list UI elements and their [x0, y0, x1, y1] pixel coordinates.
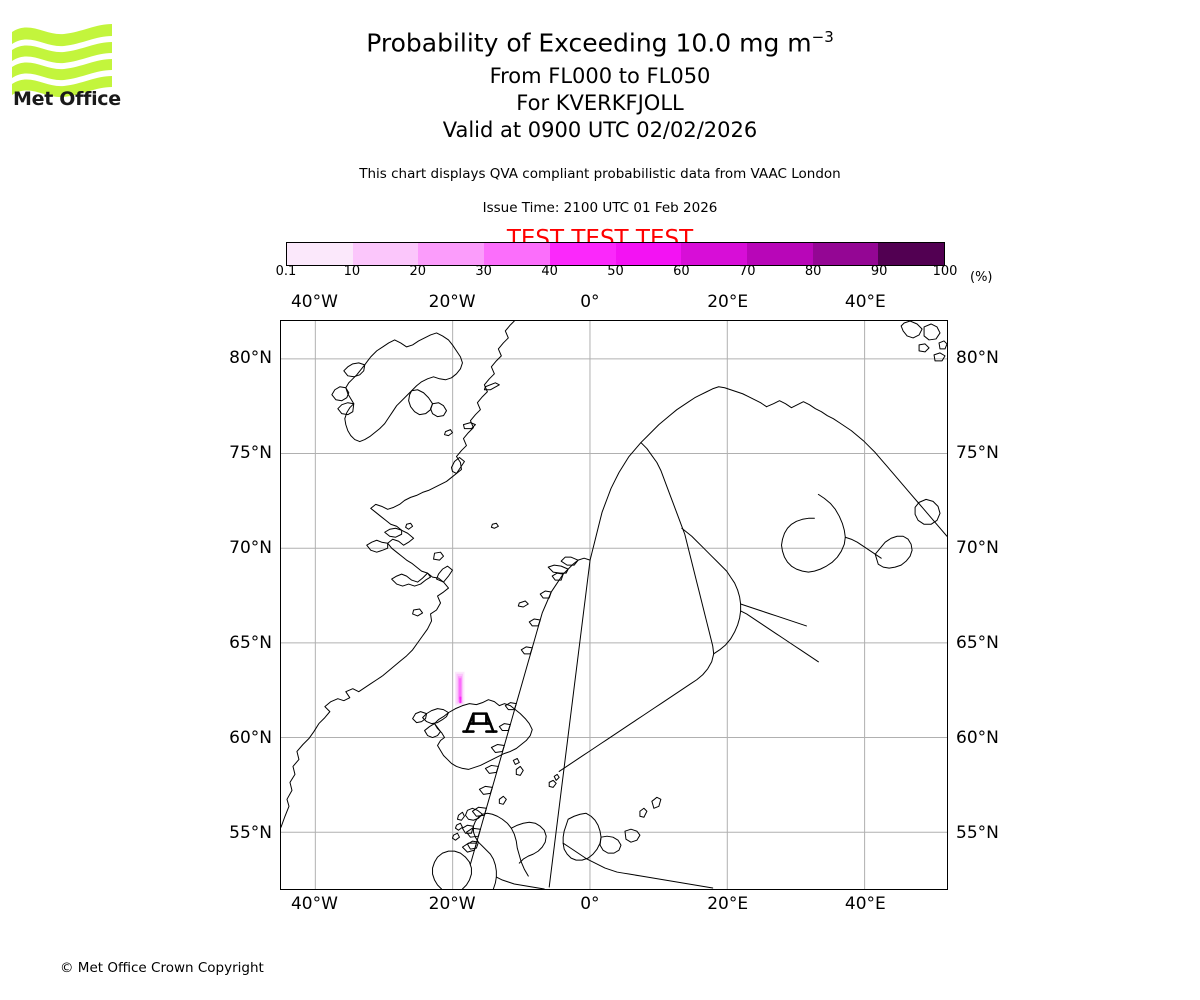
lon-label-bottom-0: 40°W: [290, 894, 338, 914]
lat-label-right-3: 65°N: [956, 633, 999, 653]
page-title-exponent: −3: [811, 28, 834, 46]
probability-colorbar: [286, 242, 945, 266]
colorbar-segment-2: [418, 243, 485, 265]
map-panel[interactable]: [280, 320, 948, 890]
map-canvas: [281, 321, 947, 889]
lat-label-right-2: 70°N: [956, 538, 999, 558]
chart-title-block: Probability of Exceeding 10.0 mg m−3 Fro…: [0, 0, 1200, 253]
ash-probability-plume: [454, 671, 465, 706]
lat-label-left-0: 80°N: [229, 348, 272, 368]
lat-label-right-4: 60°N: [956, 728, 999, 748]
lat-label-left-2: 70°N: [229, 538, 272, 558]
lat-label-left-1: 75°N: [229, 443, 272, 463]
lon-label-bottom-2: 0°: [580, 894, 600, 914]
copyright-notice: © Met Office Crown Copyright: [60, 960, 264, 976]
lon-label-top-3: 20°E: [707, 292, 749, 312]
coastlines: [281, 321, 947, 889]
met-office-logo-text: Met Office: [13, 88, 121, 110]
qva-note-line: This chart displays QVA compliant probab…: [359, 166, 841, 183]
colorbar-segment-7: [746, 243, 813, 265]
met-office-logo: [12, 22, 112, 117]
lon-label-top-2: 0°: [580, 292, 600, 312]
colorbar-segment-8: [812, 243, 879, 265]
issue-time-line: Issue Time: 2100 UTC 01 Feb 2026: [482, 200, 718, 217]
lon-label-top-4: 40°E: [844, 292, 886, 312]
lat-label-left-3: 65°N: [229, 633, 272, 653]
colorbar-segment-4: [549, 243, 616, 265]
colorbar-tick-50: 50: [607, 264, 624, 279]
lon-label-bottom-1: 20°W: [428, 894, 476, 914]
colorbar-segment-3: [484, 243, 550, 265]
colorbar-segment-6: [681, 243, 747, 265]
page-title: Probability of Exceeding 10.0 mg m−3: [0, 0, 1200, 58]
lat-label-left-4: 60°N: [229, 728, 272, 748]
volcano-name-line: For KVERKFJOLL: [516, 91, 684, 116]
colorbar-tick-90: 90: [870, 264, 888, 279]
colorbar-tick-60: 60: [673, 264, 690, 279]
lon-label-top-0: 40°W: [290, 292, 338, 312]
colorbar-segment-5: [615, 243, 682, 265]
lat-label-right-1: 75°N: [956, 443, 999, 463]
colorbar-tick-10: 10: [343, 264, 361, 279]
lon-label-bottom-3: 20°E: [707, 894, 749, 914]
valid-time-line: Valid at 0900 UTC 02/02/2026: [442, 118, 758, 143]
colorbar-segment-9: [878, 243, 945, 265]
colorbar-tick-labels: 0.1 10 20 30 40 50 60 70 80 90 100: [0, 264, 1200, 284]
lat-label-left-5: 55°N: [229, 823, 272, 843]
volcano-marker-kverkfjoll: [462, 712, 498, 733]
colorbar-unit-label: (%): [970, 270, 993, 285]
colorbar-segment-0: [287, 243, 353, 265]
page-title-text: Probability of Exceeding 10.0 mg m: [366, 28, 812, 58]
colorbar-segments: [286, 242, 945, 266]
colorbar-tick-30: 30: [475, 264, 492, 279]
colorbar-tick-0.1: 0.1: [275, 264, 297, 279]
lat-label-right-0: 80°N: [956, 348, 999, 368]
lon-label-top-1: 20°W: [428, 292, 476, 312]
colorbar-tick-40: 40: [541, 264, 558, 279]
colorbar-tick-70: 70: [739, 264, 756, 279]
flight-level-line: From FL000 to FL050: [489, 64, 711, 89]
colorbar-segment-1: [352, 243, 419, 265]
colorbar-tick-80: 80: [804, 264, 822, 279]
lon-label-bottom-4: 40°E: [844, 894, 886, 914]
lat-label-right-5: 55°N: [956, 823, 999, 843]
colorbar-tick-20: 20: [409, 264, 427, 279]
colorbar-tick-100: 100: [932, 264, 958, 279]
map-gridlines: [281, 321, 947, 889]
